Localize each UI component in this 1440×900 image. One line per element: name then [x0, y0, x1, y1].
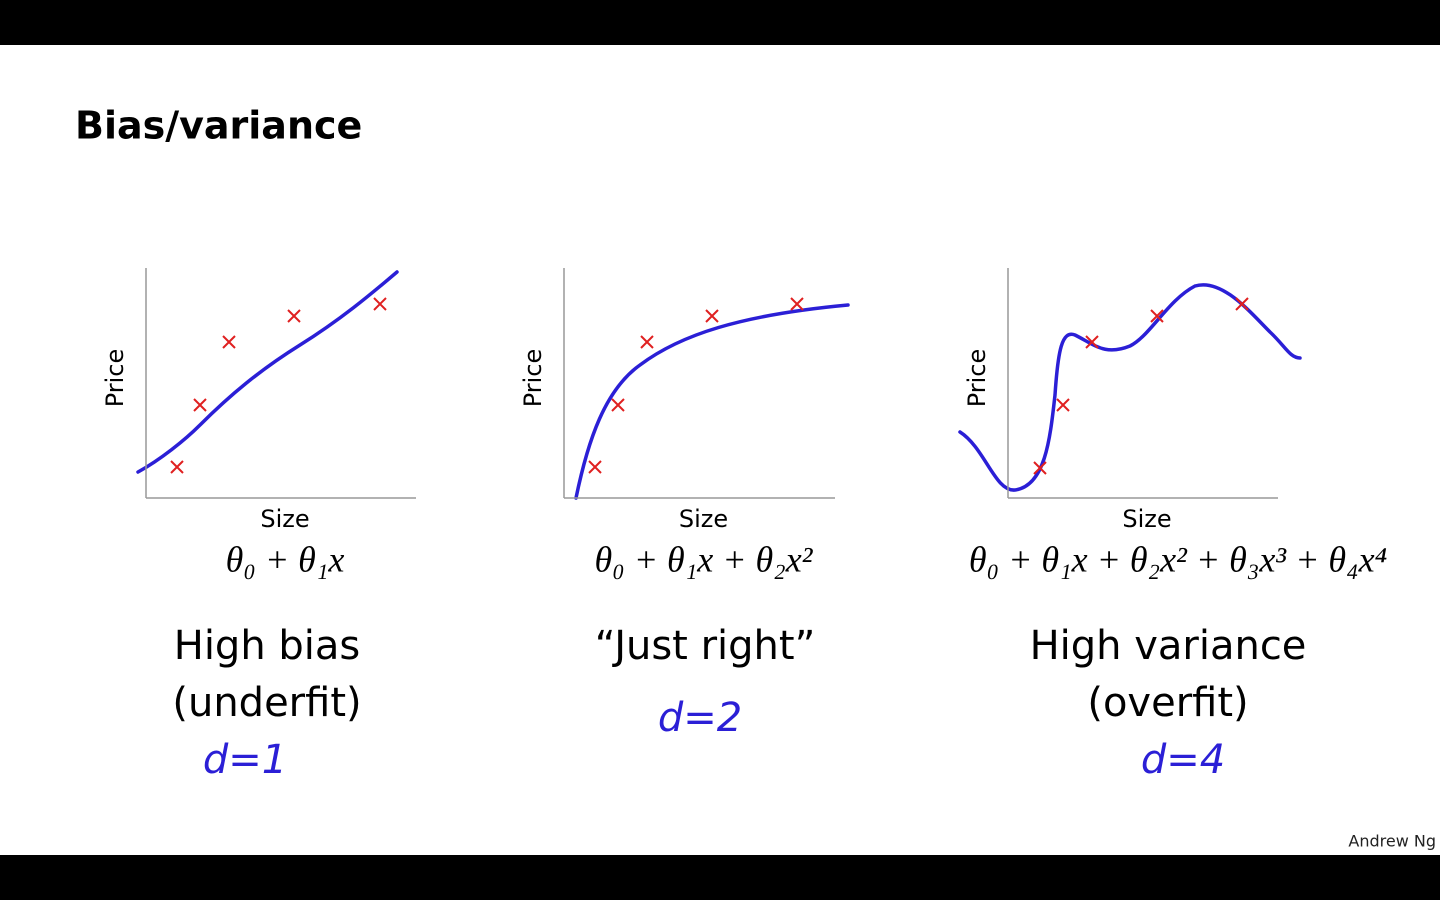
- handwritten-annotation: d=2: [658, 695, 742, 741]
- handwritten-annotation: d=4: [1141, 737, 1225, 783]
- data-cross: [1235, 297, 1249, 311]
- handwritten-annotation: d=1: [203, 737, 287, 783]
- data-cross: [1056, 398, 1070, 412]
- x-axis-label: Size: [679, 505, 728, 533]
- data-cross: [790, 297, 804, 311]
- data-cross: [373, 297, 387, 311]
- data-cross: [705, 309, 719, 323]
- slide-background: [0, 45, 1440, 855]
- bottom-bar: [0, 855, 1440, 900]
- caption: High variance: [1030, 623, 1307, 669]
- data-cross: [1150, 309, 1164, 323]
- formula: θ₀ + θ₁x + θ₂x²: [595, 539, 814, 579]
- y-axis-label: Price: [101, 349, 129, 408]
- formula: θ₀ + θ₁x + θ₂x² + θ₃x³ + θ₄x⁴: [969, 539, 1387, 579]
- slide-title: Bias/variance: [75, 104, 362, 148]
- x-axis-label: Size: [260, 505, 309, 533]
- data-cross: [588, 460, 602, 474]
- data-cross: [611, 398, 625, 412]
- x-axis-label: Size: [1122, 505, 1171, 533]
- caption: (underfit): [172, 680, 361, 726]
- caption: (overfit): [1087, 680, 1248, 726]
- fit-curve: [574, 303, 850, 500]
- fit-curve: [136, 270, 399, 474]
- data-cross: [170, 460, 184, 474]
- top-bar: [0, 0, 1440, 45]
- y-axis-label: Price: [519, 349, 547, 408]
- footer: Andrew Ng: [1348, 832, 1436, 851]
- data-cross: [1033, 461, 1047, 475]
- formula: θ₀ + θ₁x: [226, 539, 345, 579]
- y-axis-label: Price: [963, 349, 991, 408]
- data-cross: [1085, 335, 1099, 349]
- data-cross: [287, 309, 301, 323]
- data-cross: [222, 335, 236, 349]
- data-cross: [640, 335, 654, 349]
- caption: “Just right”: [595, 623, 816, 669]
- caption: High bias: [174, 623, 361, 669]
- data-cross: [193, 398, 207, 412]
